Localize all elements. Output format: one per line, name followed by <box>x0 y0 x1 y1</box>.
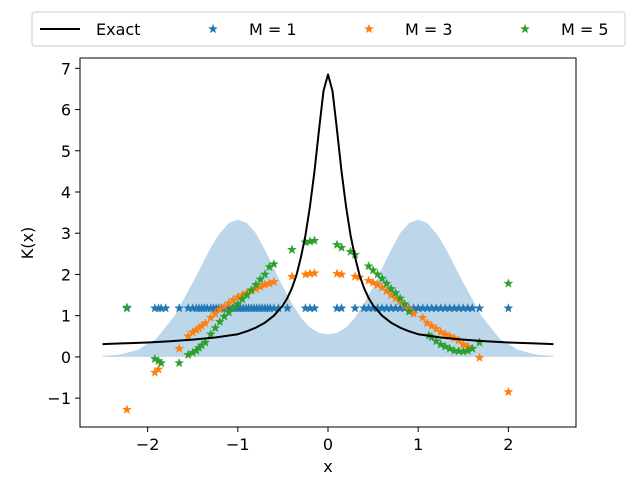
data-point-m-3 <box>121 404 132 414</box>
data-point-m-5 <box>467 343 478 353</box>
y-tick-label: 6 <box>61 101 71 120</box>
data-point-m-3 <box>174 343 185 353</box>
legend: Exact M = 1 M = 3 M = 5 <box>31 11 626 47</box>
data-point-m-5 <box>241 289 252 300</box>
data-point-m-5 <box>368 265 379 275</box>
data-point-m-1 <box>503 303 514 313</box>
data-point-m-5 <box>372 269 383 279</box>
legend-label-m-1: M = 1 <box>249 20 297 39</box>
data-point-m-3 <box>309 268 320 278</box>
x-tick-label: −1 <box>226 435 250 454</box>
legend-swatch-m-5 <box>520 23 530 34</box>
data-point-m-3 <box>286 271 297 281</box>
data-point-m-5 <box>395 293 406 303</box>
data-point-m-5 <box>286 244 297 254</box>
data-point-m-3 <box>503 386 514 397</box>
data-point-m-1 <box>474 303 485 313</box>
data-point-m-5 <box>309 235 320 245</box>
data-point-m-3 <box>200 317 211 328</box>
data-point-m-3 <box>372 279 383 289</box>
exact-line-layer <box>102 73 554 346</box>
data-point-m-3 <box>422 317 433 328</box>
y-tick-label: 0 <box>61 348 71 367</box>
legend-frame <box>31 11 626 47</box>
data-point-m-1 <box>282 303 293 313</box>
data-point-m-3 <box>435 326 446 337</box>
data-point-m-5 <box>444 343 455 353</box>
x-axis-label: x <box>323 457 332 476</box>
data-point-m-3 <box>336 269 347 279</box>
data-point-m-3 <box>268 276 279 287</box>
data-point-m-5 <box>250 279 261 289</box>
data-point-m-5 <box>268 258 279 269</box>
density-fill-layer <box>102 219 554 357</box>
data-point-m-5 <box>259 269 270 279</box>
data-point-m-3 <box>363 275 374 285</box>
data-point-m-3 <box>474 352 485 362</box>
x-tick-label: 0 <box>323 435 333 454</box>
y-axis-ticks: −1 0 1 2 3 4 5 6 7 <box>47 59 80 408</box>
data-point-m-3 <box>332 268 342 278</box>
y-tick-label: 3 <box>61 224 71 243</box>
data-point-m-1 <box>160 303 171 313</box>
data-point-m-5 <box>399 298 410 309</box>
legend-label-m-5: M = 5 <box>561 20 609 39</box>
data-point-m-5 <box>174 357 185 368</box>
legend-label-exact: Exact <box>96 20 140 39</box>
data-point-m-5 <box>200 337 211 347</box>
x-axis-ticks: −2 −1 0 1 2 <box>136 427 513 454</box>
data-point-m-5 <box>503 278 514 288</box>
data-point-m-3 <box>350 271 360 281</box>
data-point-m-3 <box>368 277 379 287</box>
data-point-m-5 <box>377 273 388 283</box>
data-point-m-5 <box>232 298 243 309</box>
data-point-m-3 <box>426 320 437 331</box>
data-point-m-5 <box>246 284 257 295</box>
x-tick-label: 2 <box>503 435 513 454</box>
data-point-m-1 <box>350 303 360 313</box>
data-point-m-5 <box>381 278 392 288</box>
data-point-m-5 <box>336 242 347 252</box>
data-point-m-5 <box>121 302 132 312</box>
data-point-m-1 <box>336 303 347 313</box>
y-tick-label: −1 <box>47 389 71 408</box>
data-point-m-5 <box>332 239 342 249</box>
data-point-m-3 <box>440 329 451 339</box>
x-tick-label: −2 <box>136 435 160 454</box>
data-point-m-1 <box>174 303 185 313</box>
data-point-m-5 <box>205 329 216 339</box>
data-point-m-1 <box>309 303 320 313</box>
x-tick-label: 1 <box>413 435 423 454</box>
data-point-m-3 <box>153 364 164 374</box>
y-tick-label: 4 <box>61 183 71 202</box>
data-point-m-3 <box>395 296 406 306</box>
data-point-m-5 <box>255 274 266 284</box>
y-tick-label: 7 <box>61 59 71 78</box>
data-point-m-5 <box>386 283 397 294</box>
data-point-m-5 <box>453 345 464 356</box>
scatter-points-layer <box>121 235 514 414</box>
data-point-m-5 <box>435 339 446 349</box>
legend-swatch-m-1 <box>208 23 218 34</box>
data-point-m-5 <box>210 322 221 333</box>
data-point-m-3 <box>417 312 428 322</box>
y-tick-label: 5 <box>61 142 71 161</box>
data-point-m-5 <box>404 306 415 316</box>
y-axis-label: K(x) <box>18 227 37 259</box>
data-point-m-5 <box>390 287 401 298</box>
data-point-m-5 <box>363 261 374 271</box>
series-line-exact <box>102 73 554 346</box>
legend-label-m-3: M = 3 <box>405 20 453 39</box>
data-point-m-5 <box>156 357 167 368</box>
legend-swatch-m-3 <box>364 23 374 34</box>
data-point-m-5 <box>214 316 225 327</box>
y-tick-label: 1 <box>61 307 71 326</box>
data-point-m-5 <box>449 345 460 355</box>
y-tick-label: 2 <box>61 265 71 284</box>
data-point-m-5 <box>440 341 451 351</box>
density-fill-area <box>102 219 554 357</box>
